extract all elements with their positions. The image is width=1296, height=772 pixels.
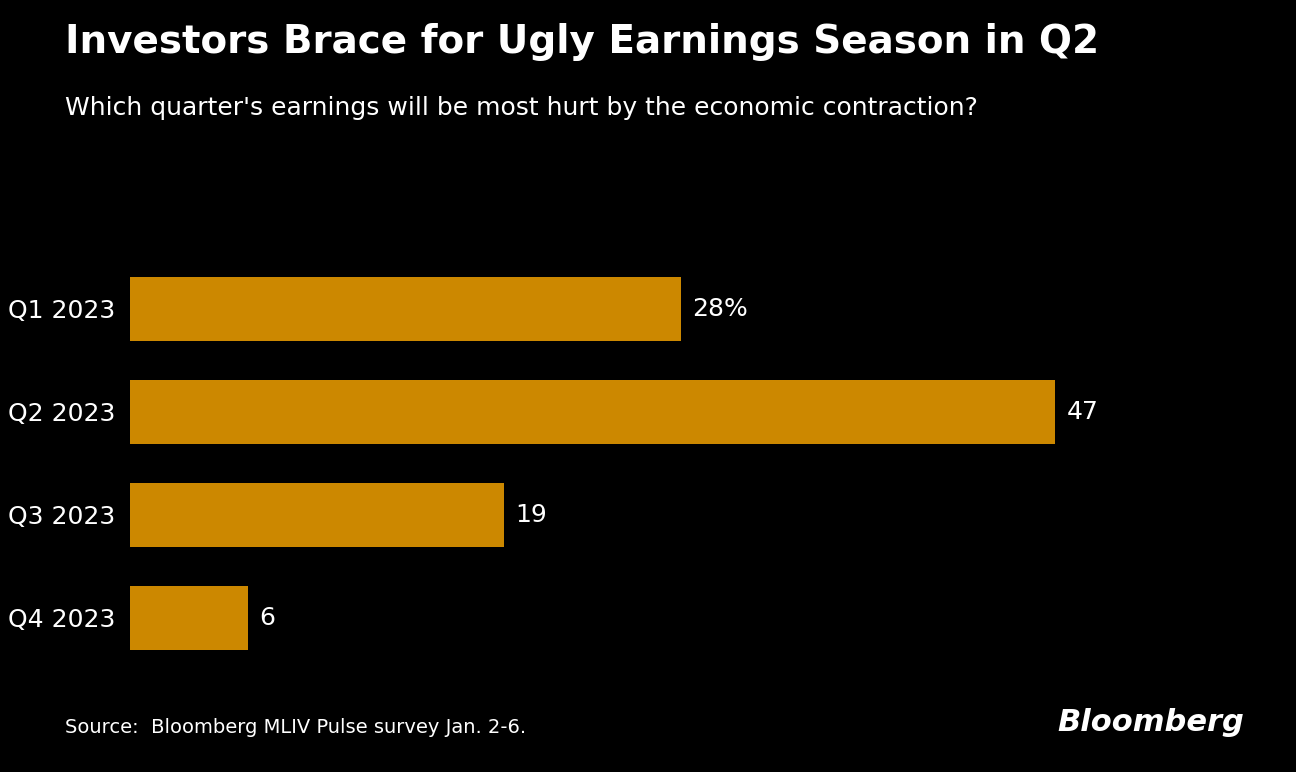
Text: Source:  Bloomberg MLIV Pulse survey Jan. 2-6.: Source: Bloomberg MLIV Pulse survey Jan.…: [65, 718, 526, 737]
Text: 6: 6: [259, 605, 276, 630]
Text: 19: 19: [516, 503, 547, 527]
Text: 47: 47: [1067, 400, 1098, 424]
Text: Investors Brace for Ugly Earnings Season in Q2: Investors Brace for Ugly Earnings Season…: [65, 23, 1099, 61]
Text: Which quarter's earnings will be most hurt by the economic contraction?: Which quarter's earnings will be most hu…: [65, 96, 977, 120]
Text: 28%: 28%: [692, 296, 748, 321]
Bar: [130, 586, 248, 649]
Bar: [130, 277, 680, 340]
Text: Bloomberg: Bloomberg: [1058, 708, 1244, 737]
Bar: [130, 380, 1055, 444]
Bar: [130, 482, 504, 547]
